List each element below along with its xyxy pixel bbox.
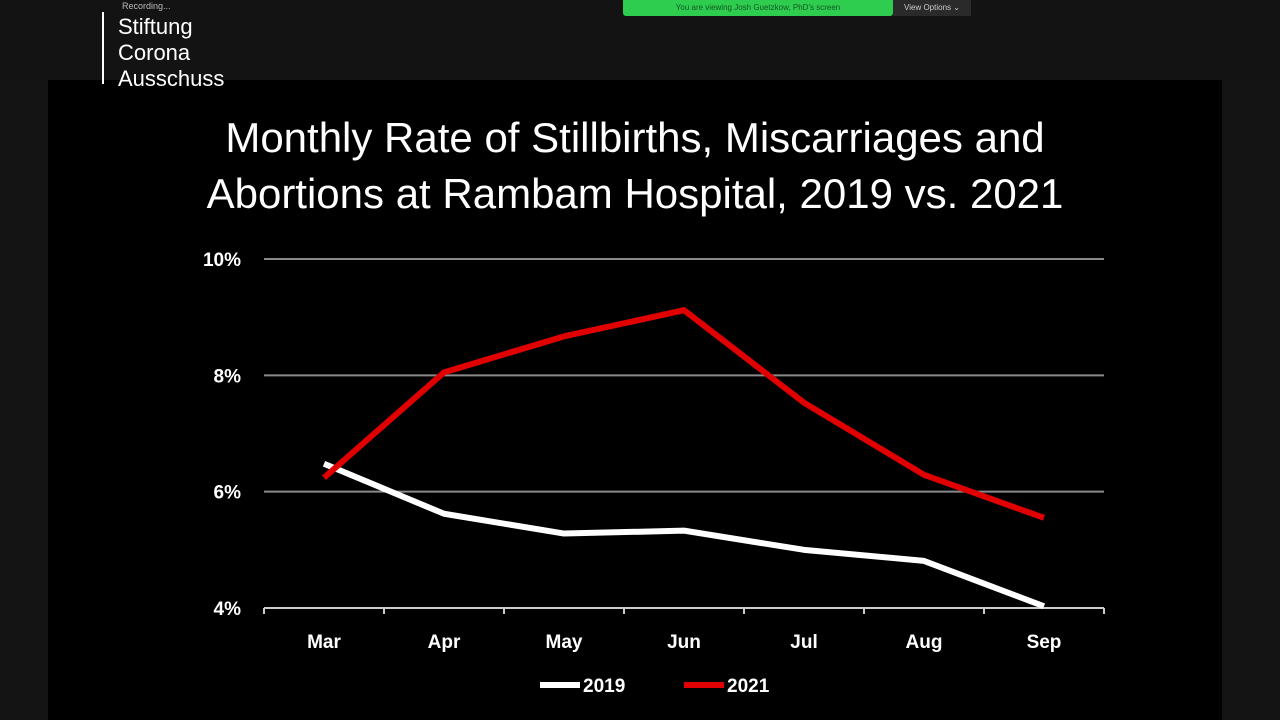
logo: Stiftung Corona Ausschuss: [118, 14, 318, 92]
x-tick-label: Jun: [667, 632, 701, 653]
slide-background: [48, 80, 1222, 720]
logo-line: Stiftung: [118, 14, 193, 39]
legend-label: 2021: [727, 676, 770, 697]
title-line: Abortions at Rambam Hospital, 2019 vs. 2…: [206, 170, 1064, 217]
logo-line: Corona: [118, 40, 191, 65]
screen-share-banner: You are viewing Josh Guetzkow, PhD's scr…: [623, 0, 893, 16]
y-tick-label: 4%: [214, 599, 242, 620]
recording-indicator: Recording...: [122, 1, 171, 11]
series-line-2021: [322, 307, 1046, 521]
logo-bar: [102, 12, 104, 84]
view-options-button[interactable]: View Options ⌄: [893, 0, 971, 16]
x-tick-label: Sep: [1027, 632, 1062, 653]
x-tick-label: Apr: [428, 632, 461, 653]
x-tick-label: Mar: [307, 632, 341, 653]
title-line: Monthly Rate of Stillbirths, Miscarriage…: [225, 114, 1045, 161]
legend-label: 2019: [583, 676, 625, 697]
y-tick-label: 6%: [214, 483, 242, 504]
x-tick-label: May: [546, 632, 583, 653]
x-tick-label: Jul: [790, 632, 817, 653]
y-tick-label: 8%: [214, 366, 242, 387]
y-tick-label: 10%: [203, 250, 241, 271]
series-line-2019: [322, 460, 1046, 610]
x-tick-label: Aug: [906, 632, 943, 653]
logo-line: Ausschuss: [118, 66, 225, 91]
chart-title: Monthly Rate of Stillbirths, Miscarriage…: [48, 110, 1222, 222]
